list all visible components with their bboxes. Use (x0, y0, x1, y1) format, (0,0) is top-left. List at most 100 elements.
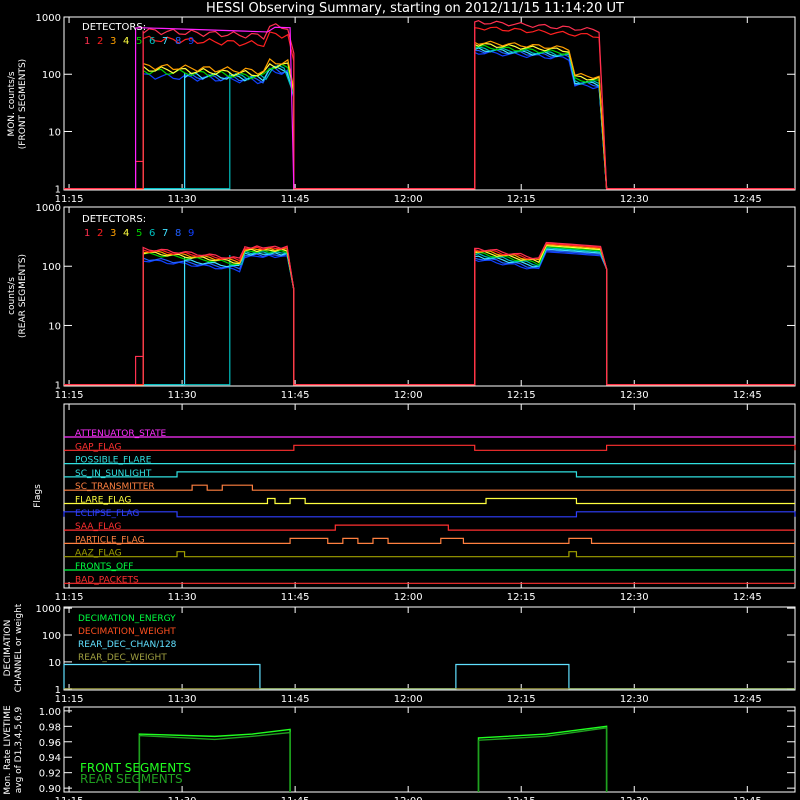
decim-ytick-label: 100 (42, 631, 61, 642)
flag-line-saa_flag (64, 524, 795, 531)
decim-ylabel: CHANNEL or weight (14, 603, 24, 692)
rear-series-9 (64, 251, 795, 386)
front-detector-number: 9 (188, 36, 194, 47)
flags-ylabel: Flags (33, 484, 43, 508)
decim-xtick-label: 12:00 (394, 694, 423, 705)
live-frame (63, 706, 796, 793)
live-legend-item: FRONT SEGMENTS (80, 761, 191, 775)
rear-panel: 11:15 11:30 11:45 12:00 12:15 12:30 12:45 1 10 10… (7, 203, 796, 401)
panels-group: 11:15 11:30 11:45 12:00 12:15 12:30 12:4511010… (3, 13, 796, 800)
rear-series-1 (64, 241, 795, 386)
decim-legend-item: REAR_DEC_WEIGHT (78, 653, 167, 663)
front-detector-number: 3 (110, 36, 116, 47)
front-ylabel: (FRONT SEGMENTS) (18, 59, 28, 149)
rear-detector-number: 7 (162, 228, 168, 239)
decim-frame (63, 606, 796, 691)
rear-ytick-label: 10 (48, 321, 61, 332)
rear-detector-number: 8 (175, 228, 181, 239)
front-series-envelope (134, 26, 295, 189)
live-ytick-label: 0.98 (39, 722, 61, 733)
front-series-3 (64, 40, 795, 190)
flag-line-gap_flag (64, 444, 796, 451)
front-frame (63, 16, 796, 191)
decim-xtick-label: 12:15 (507, 694, 536, 705)
front-detector-number: 8 (175, 36, 181, 47)
front-ytick-label: 10 (48, 127, 61, 138)
rear-series-4 (64, 244, 795, 386)
rear-detectors-label: DETECTORS: (82, 214, 146, 225)
rear-ylabel: counts/s (7, 277, 17, 315)
rear-xtick-label: 11:15 (55, 390, 84, 401)
flags-frame (63, 403, 796, 589)
live-ylabel: Mon. Rate LIVETIME (3, 705, 13, 795)
rear-detector-number: 3 (110, 228, 116, 239)
decim-xtick-label: 12:30 (620, 694, 649, 705)
live-ytick-label: 0.92 (39, 769, 61, 780)
front-xtick-label: 12:45 (733, 194, 762, 205)
front-xtick-label: 12:15 (507, 194, 536, 205)
rear-series-2 (64, 242, 795, 386)
rear-ytick-label: 100 (42, 262, 61, 273)
live-ytick-label: 0.90 (39, 784, 61, 795)
rear-xtick-label: 11:45 (281, 390, 310, 401)
flags-xtick-label: 12:00 (394, 592, 423, 603)
live-xtick-label: 11:45 (281, 796, 310, 800)
live-series-rear-1 (138, 731, 291, 792)
flags-xtick-label: 11:30 (168, 592, 197, 603)
decim-legend-item: DECIMATION_ENERGY (78, 614, 176, 624)
front-detector-number: 4 (123, 36, 129, 47)
front-ytick-label: 1000 (36, 13, 61, 24)
flag-label: BAD_PACKETS (75, 575, 139, 585)
flag-label: SC_TRANSMITTER (75, 482, 155, 492)
flags-xtick-label: 12:30 (620, 592, 649, 603)
rear-ytick-label: 1 (55, 381, 61, 392)
live-xtick-label: 12:45 (733, 796, 762, 800)
flag-label: FLARE_FLAG (75, 496, 131, 506)
front-series-5 (64, 44, 795, 190)
rear-xtick-label: 11:30 (168, 390, 197, 401)
flag-label: SAA_FLAG (75, 522, 121, 532)
rear-series-5 (64, 246, 795, 386)
flag-label: PARTICLE_FLAG (75, 535, 145, 545)
live-ytick-label: 0.94 (39, 753, 61, 764)
live-ytick-label: 1.00 (39, 707, 61, 718)
front-detector-number: 7 (162, 36, 168, 47)
front-xtick-label: 12:30 (620, 194, 649, 205)
decim-ytick-label: 10 (48, 658, 61, 669)
front-series-6 (64, 46, 795, 190)
decim-legend-item: DECIMATION_WEIGHT (78, 627, 176, 637)
decim-xtick-label: 12:45 (733, 694, 762, 705)
flags-panel: 11:15 11:30 11:45 12:00 12:15 12:30 12:45 Flags… (33, 403, 796, 603)
rear-detector-number: 4 (123, 228, 129, 239)
rear-xtick-label: 12:00 (394, 390, 423, 401)
flag-line-aaz_flag (64, 551, 795, 558)
front-xtick-label: 12:00 (394, 194, 423, 205)
front-series-4 (64, 42, 795, 190)
live-panel: 11:15 11:30 11:45 12:00 12:15 12:30 12:45 Mon. … (3, 705, 796, 800)
front-xtick-label: 11:45 (281, 194, 310, 205)
rear-detector-number: 2 (97, 228, 103, 239)
front-detector-number: 6 (149, 36, 155, 47)
front-series-2 (64, 26, 795, 190)
live-xtick-label: 12:15 (507, 796, 536, 800)
front-ylabel: MON. counts/s (7, 71, 17, 136)
flags-xtick-label: 12:15 (507, 592, 536, 603)
live-ylabel: avg of D1,3,4,5,6,9 (14, 706, 24, 793)
front-xtick-label: 11:30 (168, 194, 197, 205)
rear-detector-number: 9 (188, 228, 194, 239)
front-ytick-label: 100 (42, 70, 61, 81)
rear-ytick-label: 1000 (36, 203, 61, 214)
rear-detector-number: 1 (84, 228, 90, 239)
front-ytick-label: 1 (55, 185, 61, 196)
rear-series-6 (64, 247, 795, 386)
decim-legend-item: REAR_DEC_CHAN/128 (78, 640, 177, 650)
flag-label: ECLIPSE_FLAG (75, 509, 139, 519)
live-xtick-label: 12:00 (394, 796, 423, 800)
decim-xtick-label: 11:30 (168, 694, 197, 705)
flag-label: POSSIBLE_FLARE (75, 456, 152, 466)
front-detector-number: 1 (84, 36, 90, 47)
decim-ytick-label: 1 (55, 685, 61, 696)
decim-series-rear-chan (63, 663, 795, 690)
rear-detector-number: 5 (136, 228, 142, 239)
